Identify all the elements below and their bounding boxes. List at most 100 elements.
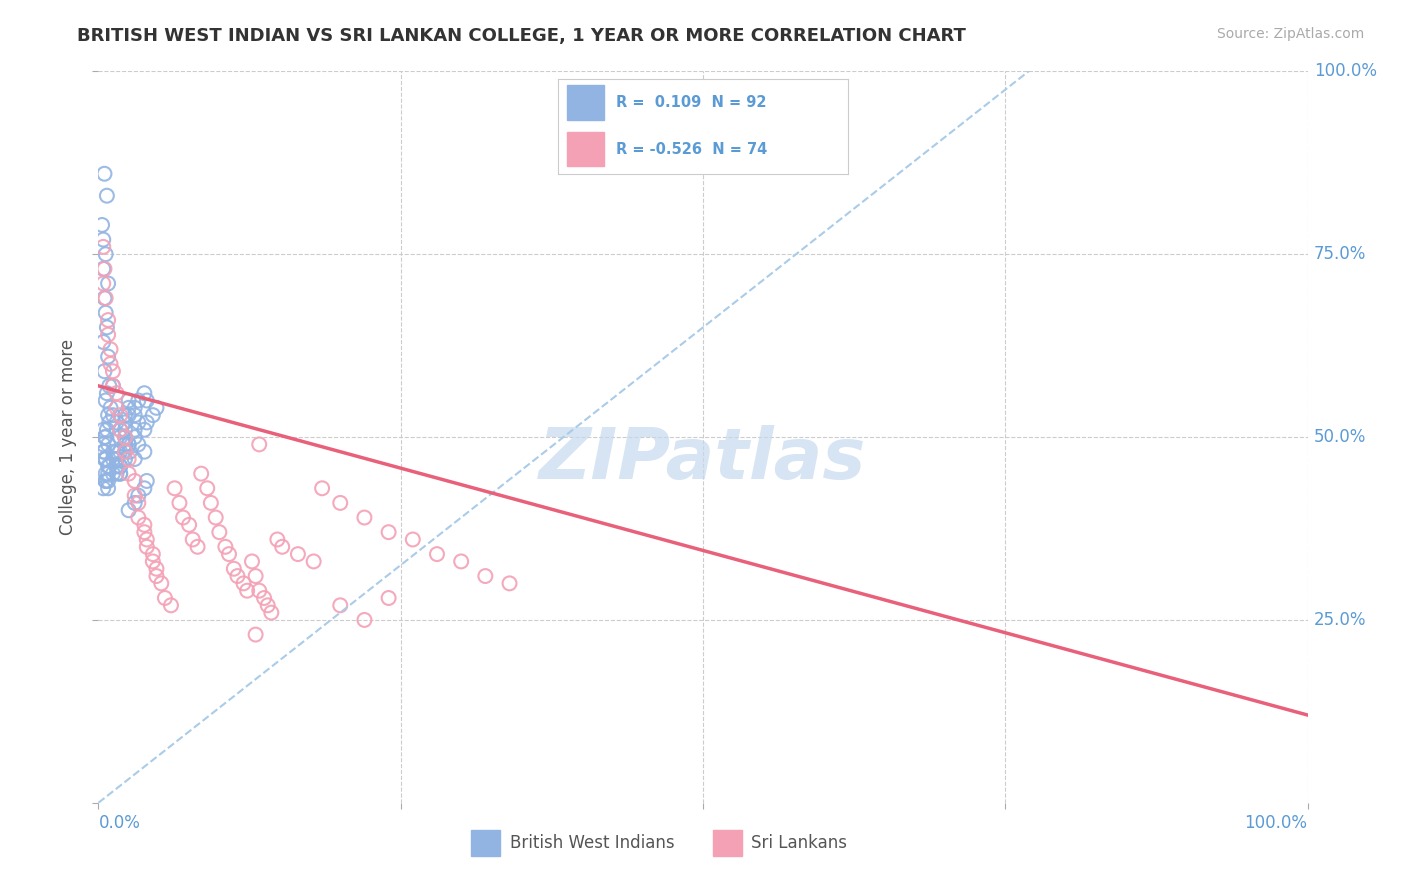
Point	[271, 540, 294, 554]
Point	[108, 459, 131, 474]
Text: 100.0%: 100.0%	[1244, 814, 1308, 831]
Point	[96, 320, 118, 334]
Point	[91, 240, 114, 254]
Point	[114, 430, 136, 444]
Point	[101, 379, 124, 393]
Point	[134, 423, 156, 437]
Point	[91, 261, 114, 276]
Point	[142, 408, 165, 422]
Point	[114, 437, 136, 451]
Point	[150, 576, 173, 591]
Point	[474, 569, 496, 583]
Point	[214, 540, 236, 554]
Point	[245, 627, 267, 641]
Point	[91, 444, 114, 458]
Point	[96, 386, 118, 401]
Point	[181, 533, 204, 547]
Point	[426, 547, 449, 561]
Point	[94, 452, 117, 467]
Point	[127, 510, 149, 524]
Point	[142, 554, 165, 568]
Point	[145, 401, 167, 415]
Point	[498, 576, 520, 591]
Point	[108, 444, 131, 458]
Point	[93, 444, 115, 458]
Point	[93, 167, 115, 181]
Point	[105, 401, 128, 415]
Point	[114, 444, 136, 458]
Point	[142, 547, 165, 561]
Point	[118, 503, 141, 517]
Point	[100, 401, 122, 415]
Point	[247, 583, 270, 598]
Point	[145, 569, 167, 583]
Point	[118, 452, 141, 467]
Point	[94, 291, 117, 305]
Text: 0.0%: 0.0%	[98, 814, 141, 831]
Point	[101, 444, 124, 458]
Point	[153, 591, 176, 605]
Point	[124, 489, 146, 503]
Point	[98, 379, 121, 393]
Point	[200, 496, 222, 510]
Point	[226, 569, 249, 583]
Point	[93, 452, 115, 467]
Text: 100.0%: 100.0%	[1313, 62, 1376, 80]
Point	[160, 599, 183, 613]
Point	[105, 467, 128, 481]
Point	[94, 430, 117, 444]
Text: BRITISH WEST INDIAN VS SRI LANKAN COLLEGE, 1 YEAR OR MORE CORRELATION CHART: BRITISH WEST INDIAN VS SRI LANKAN COLLEG…	[77, 27, 966, 45]
Text: 75.0%: 75.0%	[1313, 245, 1367, 263]
Point	[329, 496, 352, 510]
Point	[108, 408, 131, 422]
Point	[105, 452, 128, 467]
Point	[135, 533, 157, 547]
Point	[124, 430, 146, 444]
Point	[94, 393, 117, 408]
Point	[97, 350, 120, 364]
Point	[91, 423, 114, 437]
Point	[245, 569, 267, 583]
Point	[329, 599, 352, 613]
Point	[91, 481, 114, 495]
Point	[114, 408, 136, 422]
Point	[266, 533, 288, 547]
Point	[93, 430, 115, 444]
Point	[127, 496, 149, 510]
Point	[287, 547, 309, 561]
Point	[96, 188, 118, 202]
Point	[97, 327, 120, 342]
Point	[105, 444, 128, 458]
Point	[105, 459, 128, 474]
Text: Source: ZipAtlas.com: Source: ZipAtlas.com	[1216, 27, 1364, 41]
Point	[218, 547, 240, 561]
Point	[97, 459, 120, 474]
Point	[97, 277, 120, 291]
Point	[97, 467, 120, 481]
Point	[91, 218, 114, 232]
Point	[93, 261, 115, 276]
Point	[101, 379, 124, 393]
Point	[108, 467, 131, 481]
Point	[169, 496, 191, 510]
Point	[98, 459, 121, 474]
Text: ZIPatlas: ZIPatlas	[540, 425, 866, 493]
Point	[94, 452, 117, 467]
Point	[187, 540, 209, 554]
Point	[97, 481, 120, 495]
Point	[101, 364, 124, 378]
Point	[105, 459, 128, 474]
Point	[118, 401, 141, 415]
Point	[94, 474, 117, 488]
Point	[114, 416, 136, 430]
Point	[118, 467, 141, 481]
Point	[118, 408, 141, 422]
Point	[208, 525, 231, 540]
Point	[135, 540, 157, 554]
Point	[353, 613, 375, 627]
Point	[108, 430, 131, 444]
Point	[91, 233, 114, 247]
Point	[124, 423, 146, 437]
Point	[124, 408, 146, 422]
Point	[101, 452, 124, 467]
